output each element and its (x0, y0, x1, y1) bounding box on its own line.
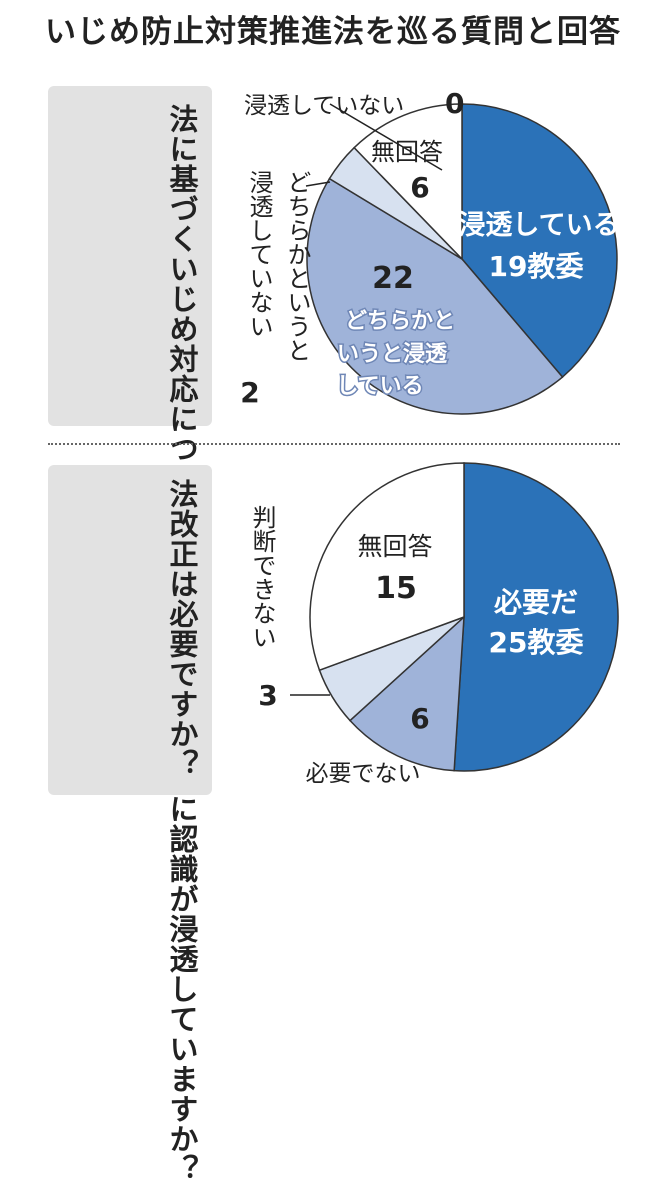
slice-value-no-answer-2: 15 (375, 571, 417, 606)
slice-rather-permeated (306, 177, 564, 415)
slice-label-undecided: 判断できない (248, 505, 276, 649)
question-box-2: 法改正は必要ですか？ (48, 465, 212, 795)
slice-value-rather-permeated: 22 (372, 261, 414, 296)
slice-not-necessary (348, 615, 465, 772)
slice-label-rather-permeated-b: いうと浸透 (337, 342, 448, 367)
charts-canvas: 浸透している 19教委 22 どちらかと いうと浸透 している 無回答 6 浸透… (240, 87, 620, 787)
slice-label-not-permeated: 浸透していない (244, 93, 404, 119)
slice-value-no-answer-1: 6 (410, 171, 429, 204)
slice-label-rather-permeated-c: している (336, 374, 423, 399)
slice-value-permeated: 19教委 (489, 250, 584, 283)
slice-label-permeated: 浸透している (458, 210, 619, 241)
slice-value-not-necessary: 6 (410, 702, 429, 735)
slice-label-rather-not-permeated-b: 浸透していない (245, 170, 273, 338)
pie-chart-2: 必要だ 25教委 無回答 15 6 必要でない 判断できない 3 (248, 462, 619, 787)
slice-label-rather-not-permeated-a: どちらかというと (283, 170, 311, 362)
page-title: いじめ防止対策推進法を巡る質問と回答 (45, 14, 621, 50)
question-2-text: 法改正は必要ですか？ (165, 479, 199, 779)
slice-value-necessary: 25教委 (489, 626, 584, 659)
slice-label-not-necessary: 必要でない (306, 761, 421, 787)
leader-line-not-permeated (329, 103, 443, 171)
section-divider (48, 443, 620, 445)
leader-line-rather-not-permeated (305, 181, 331, 187)
slice-permeated (461, 103, 618, 379)
slice-value-rather-not-permeated: 2 (240, 376, 259, 409)
slice-value-not-permeated: 0 (445, 87, 464, 120)
slice-label-necessary: 必要だ (494, 586, 578, 619)
slice-value-undecided: 3 (258, 679, 277, 712)
slice-necessary (453, 462, 619, 772)
slice-label-rather-permeated-a: どちらかと (345, 309, 455, 334)
slice-no-answer (309, 462, 465, 672)
slice-no-answer (353, 103, 463, 261)
slice-label-no-answer-1: 無回答 (371, 138, 443, 166)
pie-chart-1: 浸透している 19教委 22 どちらかと いうと浸透 している 無回答 6 浸透… (240, 87, 620, 415)
slice-label-no-answer-2: 無回答 (357, 532, 432, 561)
